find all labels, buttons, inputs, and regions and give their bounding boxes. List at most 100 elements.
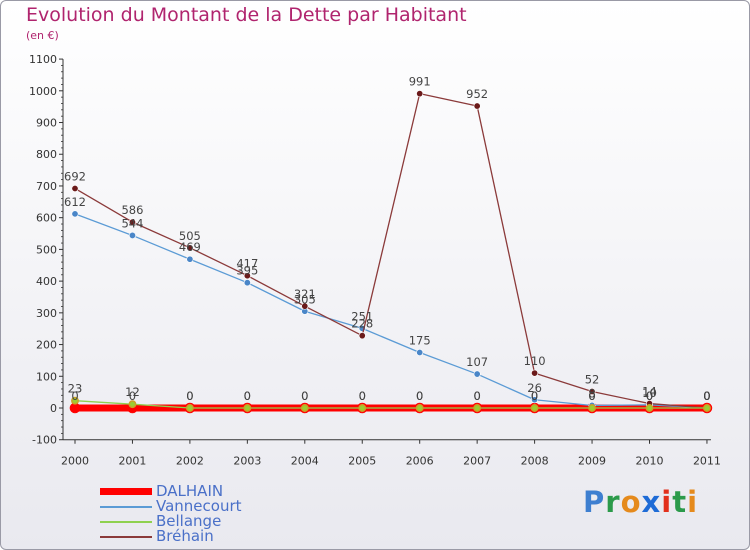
data-label-bréhain: 321	[294, 287, 316, 301]
data-label-vannecourt: 612	[64, 195, 86, 209]
data-label-bréhain: 110	[524, 354, 546, 368]
data-label-vannecourt: 175	[409, 333, 431, 347]
y-tick-label: 300	[36, 307, 57, 320]
series-line-bellange	[74, 400, 707, 409]
data-label-bellange: 0	[703, 389, 710, 403]
legend-label: Bréhain	[156, 527, 214, 545]
data-point-bellange	[530, 404, 539, 412]
data-label-bréhain: 505	[179, 229, 201, 243]
data-label-bréhain: 0	[703, 389, 710, 403]
data-point-bellange	[243, 404, 252, 412]
x-tick-label: 2011	[693, 455, 721, 468]
y-tick-label: 100	[36, 370, 57, 383]
y-tick-label: -100	[32, 434, 57, 447]
y-tick-label: 1000	[29, 85, 57, 98]
y-tick-label: 500	[36, 243, 57, 256]
data-label-vannecourt: 469	[179, 240, 201, 254]
chart-subtitle: (en €)	[26, 29, 59, 42]
data-point-bréhain	[473, 102, 481, 110]
data-label-bellange: 12	[125, 385, 140, 399]
data-point-bréhain	[186, 244, 194, 252]
data-point-bréhain	[416, 90, 424, 98]
legend-swatch	[100, 505, 152, 508]
x-tick-label: 2000	[61, 455, 89, 468]
data-label-dalhain: 0	[71, 389, 78, 403]
y-tick-label: 400	[36, 275, 57, 288]
data-label-vannecourt: 0	[703, 389, 710, 403]
data-label-bellange: 0	[416, 389, 423, 403]
data-point-bréhain	[128, 218, 136, 226]
data-label-bréhain: 991	[409, 75, 431, 89]
legend-label: DALHAIN	[156, 482, 224, 500]
data-label-dalhain: 0	[129, 389, 136, 403]
logo-letter: P	[583, 485, 606, 519]
data-point-bellange	[703, 404, 711, 412]
data-label-bellange: 0	[301, 389, 308, 403]
legend-label: Vannecourt	[156, 497, 242, 515]
data-label-bréhain: 692	[64, 169, 86, 183]
data-point-vannecourt	[128, 231, 136, 239]
data-label-dalhain: 0	[588, 389, 595, 403]
data-point-bréhain	[531, 369, 539, 377]
y-tick-label: 600	[36, 212, 57, 225]
data-point-bellange	[645, 404, 654, 412]
x-tick-label: 2009	[578, 455, 606, 468]
data-label-vannecourt: 251	[351, 309, 373, 323]
data-label-bréhain: 228	[351, 317, 373, 331]
data-label-vannecourt: 305	[294, 292, 316, 306]
x-tick-label: 2004	[291, 455, 319, 468]
y-tick-label: 1100	[29, 53, 57, 66]
data-point-bellange	[71, 396, 79, 405]
legend-swatch	[100, 488, 152, 495]
data-label-dalhain: 0	[186, 389, 193, 403]
data-label-bellange: 0	[186, 389, 193, 403]
data-label-dalhain: 0	[359, 389, 366, 403]
data-point-vannecourt	[71, 210, 79, 218]
chart-legend: DALHAIN Vannecourt Bellange Bréhain	[100, 484, 242, 544]
logo-letter: x	[641, 485, 662, 519]
x-tick-label: 2001	[118, 455, 146, 468]
logo-letter: i	[687, 485, 699, 519]
legend-item-dalhain: DALHAIN	[100, 484, 242, 499]
data-point-vannecourt	[531, 396, 539, 404]
data-label-bellange: 0	[473, 389, 480, 403]
data-point-bellange	[415, 404, 424, 412]
x-tick-label: 2010	[636, 455, 664, 468]
x-tick-label: 2006	[406, 455, 434, 468]
chart-title: Evolution du Montant de la Dette par Hab…	[26, 4, 467, 26]
data-point-vannecourt	[473, 370, 481, 378]
data-point-vannecourt	[186, 255, 194, 263]
data-label-bréhain: 586	[121, 203, 143, 217]
data-label-dalhain: 0	[416, 389, 423, 403]
data-label-bellange: 0	[244, 389, 251, 403]
proxiti-logo: Proxiti	[583, 485, 698, 519]
data-point-bellange	[128, 400, 137, 409]
series-line-bréhain	[74, 93, 708, 409]
data-label-dalhain: 0	[646, 389, 653, 403]
data-point-bellange	[588, 404, 596, 412]
data-label-dalhain: 0	[531, 389, 538, 403]
logo-letter: t	[672, 485, 688, 519]
data-label-bellange: 0	[359, 389, 366, 403]
data-label-dalhain: 0	[301, 389, 308, 403]
data-label-bellange: 0	[531, 389, 538, 403]
data-point-bréhain	[358, 332, 366, 340]
y-tick-label: 800	[36, 148, 57, 161]
data-label-bellange: 0	[588, 389, 595, 403]
logo-letter: r	[605, 485, 621, 519]
legend-swatch	[100, 520, 152, 523]
data-label-vannecourt: 395	[236, 264, 258, 278]
x-tick-label: 2008	[521, 455, 549, 468]
data-point-bréhain	[588, 388, 596, 396]
y-tick-label: 0	[50, 402, 57, 415]
logo-letter: o	[620, 485, 642, 519]
data-label-vannecourt: 544	[121, 216, 143, 230]
legend-label: Bellange	[156, 512, 222, 530]
data-label-bréhain: 417	[236, 257, 258, 271]
data-point-bréhain	[71, 184, 79, 192]
data-label-dalhain: 0	[244, 389, 251, 403]
data-label-dalhain: 0	[703, 389, 710, 403]
data-point-bellange	[300, 404, 309, 412]
